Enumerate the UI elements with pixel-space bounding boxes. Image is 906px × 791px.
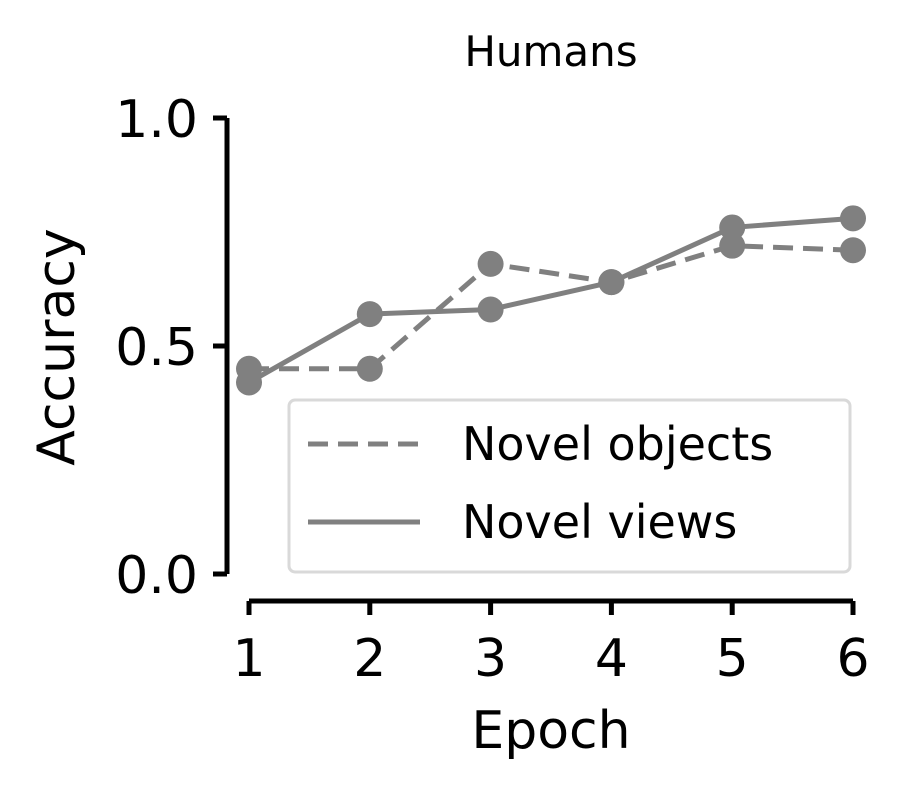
x-tick-label: 6 bbox=[836, 629, 869, 689]
y-tick-label: 1.0 bbox=[115, 90, 198, 150]
data-point-novel-views bbox=[598, 269, 625, 296]
data-point-novel-views bbox=[236, 369, 262, 396]
data-point-novel-objects bbox=[356, 355, 383, 382]
y-tick-label: 0.5 bbox=[115, 318, 198, 378]
data-point-novel-views bbox=[840, 205, 866, 232]
x-tick-label: 4 bbox=[595, 629, 628, 689]
data-point-novel-views bbox=[719, 214, 746, 241]
data-point-novel-objects bbox=[719, 232, 746, 259]
legend: Novel objects Novel views bbox=[287, 398, 852, 574]
x-tick-label: 3 bbox=[474, 629, 507, 689]
x-tick-label: 2 bbox=[353, 629, 386, 689]
y-axis-label: Accuracy bbox=[27, 228, 87, 465]
legend-label-novel-views: Novel views bbox=[462, 495, 737, 549]
y-ticks: 0.0 0.5 1.0 bbox=[115, 90, 227, 606]
x-axis-label: Epoch bbox=[471, 701, 630, 761]
y-tick-label: 0.0 bbox=[115, 546, 198, 606]
x-tick-label: 5 bbox=[716, 629, 749, 689]
data-point-novel-views bbox=[477, 296, 504, 323]
data-point-novel-objects bbox=[840, 237, 866, 264]
series-line-novel-views bbox=[247, 215, 854, 385]
legend-label-novel-objects: Novel objects bbox=[462, 417, 773, 471]
data-point-novel-views bbox=[356, 301, 383, 328]
x-ticks: 1 2 3 4 5 6 bbox=[232, 601, 870, 689]
series-group bbox=[236, 205, 866, 396]
x-tick-label: 1 bbox=[232, 629, 265, 689]
chart-title: Humans bbox=[464, 27, 637, 76]
series-line-novel-objects bbox=[249, 243, 854, 372]
data-point-novel-objects bbox=[477, 250, 504, 277]
legend-box bbox=[287, 398, 852, 574]
